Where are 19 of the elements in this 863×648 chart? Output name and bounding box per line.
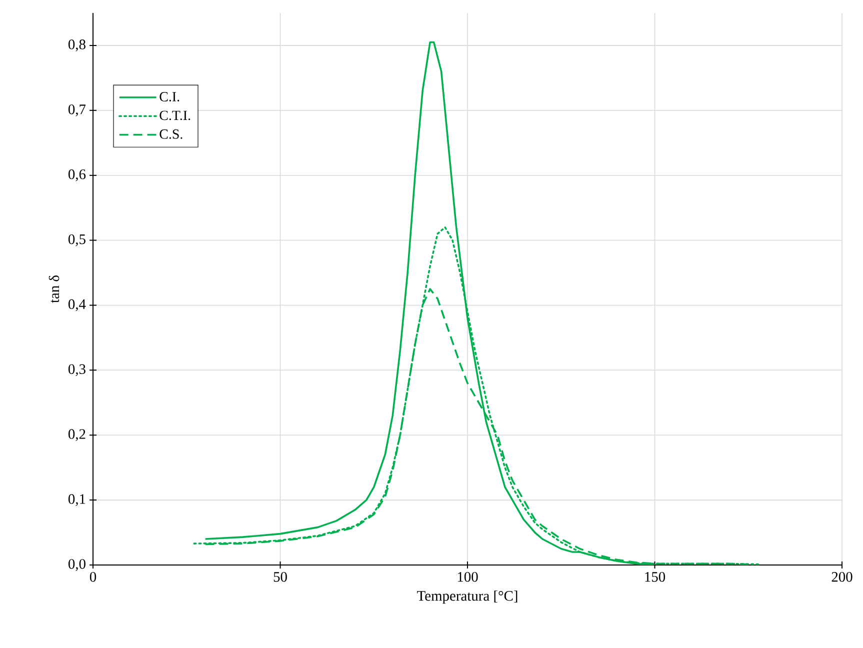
- legend-label: C.I.: [160, 92, 180, 102]
- x-tick-label: 200: [832, 572, 852, 582]
- legend-label: C.T.I.: [160, 110, 190, 120]
- x-axis-title: Temperatura [°C]: [417, 590, 518, 604]
- y-tick-label: 0,3: [68, 364, 86, 376]
- y-tick-label: 0,5: [68, 234, 86, 246]
- legend-label: C.S.: [160, 129, 182, 139]
- y-tick-label: 0,6: [68, 169, 86, 182]
- y-tick-label: 0,7: [68, 104, 86, 116]
- y-tick-label: 0,1: [68, 494, 86, 506]
- y-tick-label: 0,4: [68, 299, 86, 312]
- y-tick-label: 0,8: [68, 40, 86, 52]
- x-tick-label: 0: [90, 572, 96, 582]
- x-tick-label: 50: [274, 572, 287, 582]
- x-tick-label: 100: [458, 572, 478, 582]
- x-tick-label: 150: [645, 572, 666, 582]
- y-tick-label: 0,2: [68, 429, 86, 442]
- y-axis-title: tan δ: [48, 275, 60, 303]
- y-tick-label: 0,0: [68, 559, 86, 571]
